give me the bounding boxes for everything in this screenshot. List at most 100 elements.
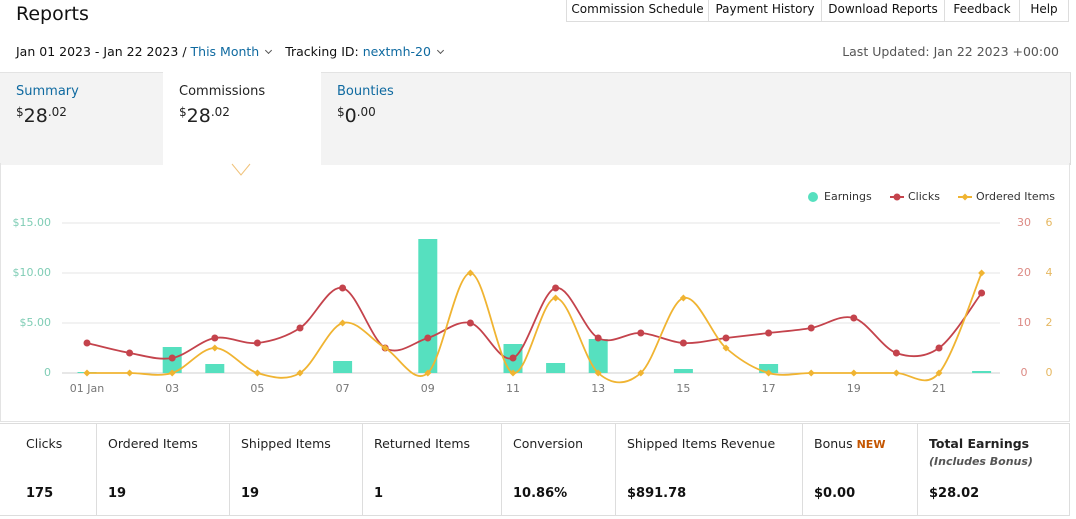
nav-tab[interactable]: Download Reports [821, 0, 945, 22]
y2-tick-label: 0 [1021, 366, 1028, 379]
currency: $ [337, 105, 345, 119]
card-amount: $28.02 [179, 105, 305, 127]
point [296, 369, 304, 377]
point [509, 354, 517, 362]
nav-tab[interactable]: Payment History [708, 0, 822, 22]
point [253, 369, 261, 377]
bar [972, 371, 992, 373]
stat-label-text: Returned Items [374, 436, 471, 451]
point [722, 334, 730, 342]
stat-label: Total Earnings [929, 436, 1058, 451]
y3-tick-label: 0 [1046, 366, 1053, 379]
point [594, 369, 602, 377]
point [211, 344, 219, 352]
stat-cell: Conversion 10.86% [502, 423, 616, 515]
bar [333, 361, 353, 373]
legend-swatch [808, 192, 818, 202]
point [339, 319, 347, 327]
stat-value: 19 [108, 486, 127, 501]
point [83, 369, 91, 377]
bar [588, 339, 608, 373]
point [679, 339, 687, 347]
point [126, 369, 134, 377]
point [339, 284, 347, 292]
currency: $ [16, 105, 24, 119]
chevron [265, 46, 273, 55]
nav-tab[interactable]: Feedback [944, 0, 1020, 22]
stat-label: Ordered Items [108, 436, 218, 451]
stat-value: $28.02 [929, 486, 980, 501]
line [86, 287, 983, 360]
y2-tick-label: 30 [1017, 216, 1031, 229]
stat-cell: Shipped Items Revenue $891.78 [616, 423, 803, 515]
stat-label: Shipped Items Revenue [627, 436, 791, 451]
amount-cents: .02 [47, 105, 67, 119]
y2-tick-label: 20 [1017, 266, 1031, 279]
y-tick-label: $15.00 [13, 216, 52, 229]
summary-card[interactable]: Summary $28.02 [0, 72, 163, 164]
card-label: Bounties [337, 84, 394, 99]
point [211, 334, 219, 342]
summary-card[interactable]: Bounties $0.00 [321, 72, 471, 164]
nav-tab[interactable]: Help [1019, 0, 1069, 22]
chart: 0 $5.00 $10.00 $15.00 0 10 20 30 0 2 4 6 01 Jan 03 05 0… [13, 163, 1055, 395]
stat-label-text: Clicks [26, 436, 63, 451]
point [850, 314, 858, 322]
stat-label-text: Conversion [513, 436, 584, 451]
point [466, 269, 474, 277]
point [296, 324, 304, 332]
y2-tick-label: 10 [1017, 316, 1031, 329]
summary-card[interactable]: Commissions $28.02 [163, 72, 321, 166]
chart-frame [0, 163, 1070, 422]
y-tick-label: $5.00 [20, 316, 52, 329]
tracking-dropdown[interactable]: nextmh-20 [362, 44, 431, 59]
card-amount: $0.00 [337, 105, 455, 127]
tracking-label: Tracking ID: [285, 44, 359, 59]
legend-label: Earnings [824, 190, 872, 203]
amount-whole: 28 [23, 105, 48, 127]
last-updated: Last Updated: Jan 22 2023 +00:00 [842, 44, 1059, 59]
point [765, 329, 773, 337]
currency: $ [179, 105, 187, 119]
chevron [436, 46, 444, 55]
point [83, 339, 91, 347]
y-tick-label: 0 [44, 366, 51, 379]
x-tick-label: 07 [336, 382, 350, 395]
stat-label: Returned Items [374, 436, 490, 451]
stat-label: Shipped Items [241, 436, 351, 451]
x-tick-label: 15 [676, 382, 690, 395]
bar [546, 363, 566, 373]
point [253, 339, 261, 347]
new-badge: NEW [856, 438, 886, 451]
stat-label-text: Shipped Items [241, 436, 331, 451]
point [509, 369, 517, 377]
point [935, 344, 943, 352]
stat-cell: Ordered Items 19 [97, 423, 230, 515]
stat-label-text: Total Earnings [929, 436, 1030, 451]
x-tick-label: 19 [847, 382, 861, 395]
period-dropdown[interactable]: This Month [190, 44, 260, 59]
date-range: Jan 01 2023 - Jan 22 2023 [16, 44, 179, 59]
y3-tick-label: 4 [1046, 266, 1053, 279]
stat-value: $891.78 [627, 486, 687, 501]
point [892, 369, 900, 377]
stat-value: 19 [241, 486, 260, 501]
point [978, 289, 986, 297]
stat-label-text: Shipped Items Revenue [627, 436, 776, 451]
point [892, 349, 900, 357]
stat-label: Clicks [26, 436, 85, 451]
point [978, 269, 986, 277]
stat-label: Bonus NEW [814, 436, 906, 451]
x-tick-label: 05 [250, 382, 264, 395]
nav-tab[interactable]: Commission Schedule [566, 0, 709, 22]
tab-caret [231, 163, 251, 176]
legend-label: Clicks [908, 190, 940, 203]
amount-cents: .02 [210, 105, 230, 119]
point [168, 369, 176, 377]
point [126, 349, 134, 357]
bar [673, 369, 693, 373]
x-tick-label: 21 [932, 382, 946, 395]
point [722, 344, 730, 352]
x-tick-label: 13 [591, 382, 605, 395]
